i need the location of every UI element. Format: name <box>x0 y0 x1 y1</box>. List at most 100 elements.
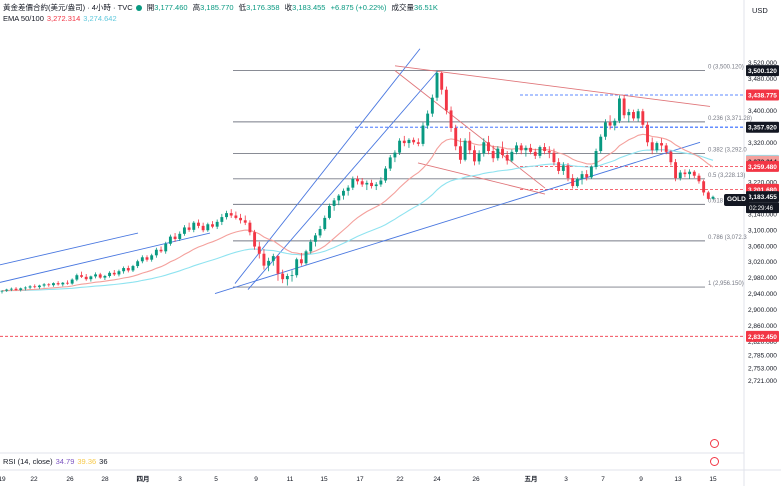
candle-body <box>510 151 514 161</box>
x-tick-label: 26 <box>472 476 480 483</box>
candle-body <box>33 286 37 288</box>
y-tick-label: 3,320.000 <box>748 140 777 147</box>
candle-body <box>112 272 116 275</box>
y-tick-label: 2,753.000 <box>748 365 777 372</box>
candle-body <box>313 235 317 242</box>
candle-body <box>407 139 411 144</box>
ema100-line <box>2 149 714 292</box>
price-tag-label: 3,183.455 <box>748 194 777 201</box>
candle-body <box>248 222 252 233</box>
candle-body <box>75 275 79 280</box>
candle-body <box>309 241 313 252</box>
candle-body <box>103 276 107 278</box>
ema-legend[interactable]: EMA 50/100 3,272.314 3,274.642 <box>3 14 117 23</box>
candle-body <box>9 288 13 290</box>
candle-body <box>117 271 121 275</box>
candle-body <box>215 221 219 227</box>
symbol-name[interactable]: 黃金差價合約(美元/盎司) <box>3 3 86 12</box>
interval[interactable]: 4小時 <box>91 3 111 12</box>
candle-body <box>234 215 238 218</box>
flag-icon[interactable] <box>710 457 719 466</box>
candle-body <box>145 257 149 260</box>
x-tick-label: 11 <box>287 476 294 483</box>
x-tick-label: 22 <box>30 476 38 483</box>
candle-body <box>19 288 23 290</box>
alert-icon[interactable] <box>710 439 719 448</box>
uptrend-line <box>214 141 701 294</box>
candle-body <box>398 140 402 153</box>
y-tick-label: 3,140.000 <box>748 211 777 218</box>
candle-body <box>84 276 88 280</box>
candle-body <box>575 178 579 187</box>
candle-body <box>515 145 518 152</box>
gold-symbol-tag: GOLD <box>724 194 749 206</box>
price-tag <box>746 160 779 172</box>
channel-support-line <box>417 162 546 195</box>
x-tick-label: 3 <box>564 476 568 483</box>
x-tick-label: 5 <box>214 476 218 483</box>
candle-body <box>547 151 551 153</box>
candle-body <box>220 217 224 222</box>
fib-level-label: 1 (2,956.150) <box>708 281 744 287</box>
candle-body <box>538 147 542 156</box>
price-tag-label: 3,357.920 <box>748 125 777 132</box>
x-tick-label: 四月 <box>137 475 150 483</box>
candle-body <box>580 174 584 179</box>
x-tick-label: 五月 <box>525 475 538 483</box>
candle-body <box>304 251 308 264</box>
alert-icons[interactable] <box>710 435 728 466</box>
candle-body <box>5 289 9 291</box>
x-tick-label: 7 <box>601 476 605 483</box>
candle-body <box>66 282 69 284</box>
y-tick-label: 3,220.000 <box>748 180 777 187</box>
candle-body <box>393 152 397 158</box>
channel-line <box>0 232 139 266</box>
close-label: 收 <box>284 3 293 12</box>
x-tick-label: 19 <box>0 476 6 483</box>
candle-body <box>491 151 495 159</box>
candle-body <box>440 73 444 90</box>
ema-label: EMA 50/100 <box>3 14 44 23</box>
candle-body <box>271 256 275 261</box>
candle-body <box>585 174 589 178</box>
candle-body <box>299 259 303 264</box>
y-tick-label: 2,785.000 <box>748 353 777 360</box>
candle-body <box>594 151 598 167</box>
candle-body <box>262 253 266 266</box>
data-source: TVC <box>117 3 133 12</box>
price-tag <box>746 89 779 101</box>
downtrend-line <box>394 70 546 189</box>
price-tag-label: 3,438.775 <box>748 93 777 100</box>
rsi-legend[interactable]: RSI (14, close) 34.79 39.36 36 <box>3 457 108 466</box>
candle-body <box>80 275 83 277</box>
y-tick-label: 2,900.000 <box>748 307 777 314</box>
candle-body <box>463 140 467 160</box>
candle-body <box>379 180 383 185</box>
candle-body <box>98 274 102 278</box>
currency-label[interactable]: USD <box>752 6 768 15</box>
candle-body <box>477 153 481 162</box>
candle-body <box>482 142 486 154</box>
x-tick-label: 13 <box>674 476 682 483</box>
fib-level-label: 0.236 (3,371.28) <box>708 116 752 122</box>
candle-body <box>571 178 575 187</box>
candle-body <box>28 286 32 288</box>
candle-body <box>674 162 678 179</box>
candle-body <box>472 150 476 162</box>
x-tick-label: 9 <box>639 476 643 483</box>
candle-body <box>168 236 172 244</box>
volume-value: 36.51K <box>414 3 438 12</box>
candle-body <box>496 148 500 159</box>
x-tick-label: 9 <box>254 476 258 483</box>
candle-body <box>89 276 93 280</box>
candle-body <box>388 157 392 169</box>
candle-body <box>126 268 130 271</box>
candle-body <box>660 143 663 146</box>
candle-body <box>706 192 710 199</box>
y-tick-label: 2,940.000 <box>748 291 777 298</box>
candle-body <box>136 261 140 267</box>
price-tag-label: 3,201.680 <box>748 187 777 194</box>
ema50-line <box>1 133 714 292</box>
price-tag <box>746 65 779 77</box>
